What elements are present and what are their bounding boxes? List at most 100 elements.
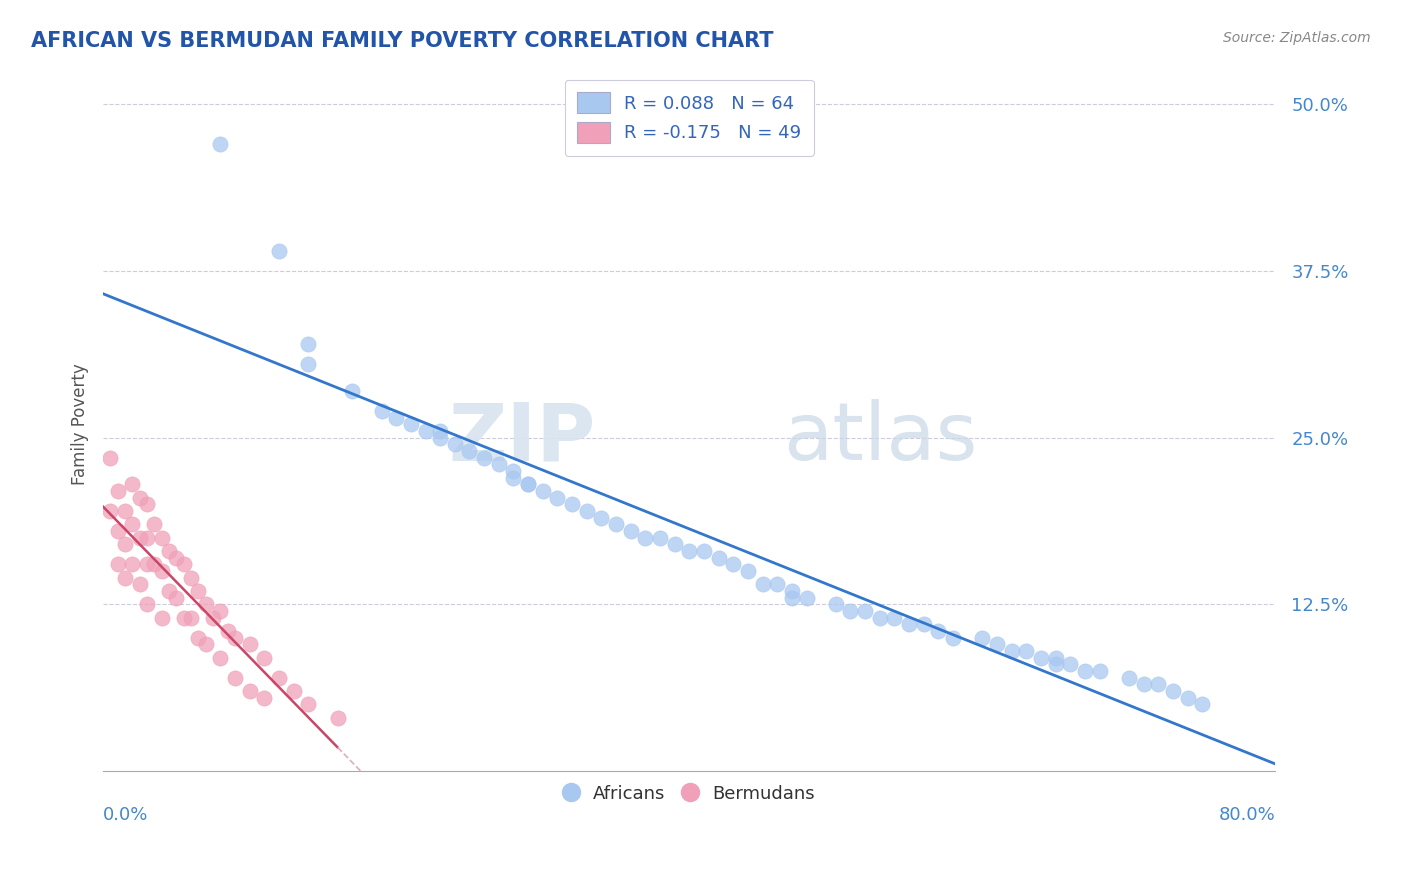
Point	[165, 591, 187, 605]
Point	[898, 617, 921, 632]
Point	[128, 577, 150, 591]
Point	[326, 711, 349, 725]
Point	[986, 637, 1008, 651]
Point	[253, 650, 276, 665]
Point	[187, 584, 209, 599]
Text: 80.0%: 80.0%	[1219, 805, 1275, 824]
Point	[187, 631, 209, 645]
Point	[664, 537, 686, 551]
Point	[100, 504, 122, 518]
Point	[114, 504, 136, 518]
Point	[143, 517, 166, 532]
Text: atlas: atlas	[783, 399, 977, 477]
Point	[209, 604, 232, 618]
Point	[883, 611, 905, 625]
Point	[136, 558, 159, 572]
Point	[194, 637, 217, 651]
Point	[780, 591, 803, 605]
Point	[824, 598, 846, 612]
Point	[458, 444, 481, 458]
Point	[429, 424, 451, 438]
Point	[121, 477, 143, 491]
Point	[217, 624, 239, 638]
Point	[502, 470, 524, 484]
Point	[707, 550, 730, 565]
Point	[157, 544, 180, 558]
Point	[297, 357, 319, 371]
Point	[751, 577, 773, 591]
Point	[114, 537, 136, 551]
Point	[839, 604, 862, 618]
Point	[591, 510, 613, 524]
Point	[1001, 644, 1024, 658]
Point	[209, 650, 232, 665]
Point	[443, 437, 465, 451]
Point	[1029, 650, 1052, 665]
Point	[173, 611, 195, 625]
Point	[157, 584, 180, 599]
Point	[972, 631, 994, 645]
Point	[1045, 657, 1067, 672]
Point	[853, 604, 876, 618]
Point	[150, 531, 173, 545]
Point	[1118, 671, 1140, 685]
Point	[517, 477, 540, 491]
Point	[869, 611, 891, 625]
Point	[224, 671, 246, 685]
Y-axis label: Family Poverty: Family Poverty	[72, 363, 89, 485]
Point	[1147, 677, 1170, 691]
Point	[143, 558, 166, 572]
Point	[796, 591, 818, 605]
Text: Source: ZipAtlas.com: Source: ZipAtlas.com	[1223, 31, 1371, 45]
Point	[165, 550, 187, 565]
Text: ZIP: ZIP	[449, 399, 596, 477]
Point	[737, 564, 759, 578]
Point	[194, 598, 217, 612]
Point	[239, 637, 262, 651]
Point	[1161, 684, 1184, 698]
Point	[267, 244, 290, 258]
Point	[502, 464, 524, 478]
Point	[620, 524, 643, 538]
Point	[648, 531, 671, 545]
Point	[150, 611, 173, 625]
Point	[561, 497, 583, 511]
Point	[1132, 677, 1154, 691]
Point	[488, 458, 510, 472]
Point	[121, 517, 143, 532]
Point	[297, 698, 319, 712]
Point	[605, 517, 627, 532]
Point	[342, 384, 364, 398]
Point	[370, 404, 392, 418]
Point	[114, 571, 136, 585]
Text: 0.0%: 0.0%	[103, 805, 149, 824]
Point	[1045, 650, 1067, 665]
Point	[180, 611, 202, 625]
Point	[693, 544, 716, 558]
Point	[121, 558, 143, 572]
Point	[1015, 644, 1038, 658]
Point	[927, 624, 949, 638]
Point	[766, 577, 789, 591]
Point	[107, 483, 129, 498]
Point	[472, 450, 495, 465]
Point	[1177, 690, 1199, 705]
Point	[723, 558, 745, 572]
Point	[415, 424, 437, 438]
Point	[136, 598, 159, 612]
Point	[150, 564, 173, 578]
Point	[1191, 698, 1213, 712]
Point	[136, 497, 159, 511]
Point	[209, 137, 232, 152]
Point	[267, 671, 290, 685]
Point	[202, 611, 225, 625]
Point	[283, 684, 305, 698]
Point	[253, 690, 276, 705]
Point	[399, 417, 422, 432]
Point	[678, 544, 700, 558]
Point	[912, 617, 935, 632]
Point	[1059, 657, 1081, 672]
Point	[575, 504, 598, 518]
Point	[100, 450, 122, 465]
Point	[128, 491, 150, 505]
